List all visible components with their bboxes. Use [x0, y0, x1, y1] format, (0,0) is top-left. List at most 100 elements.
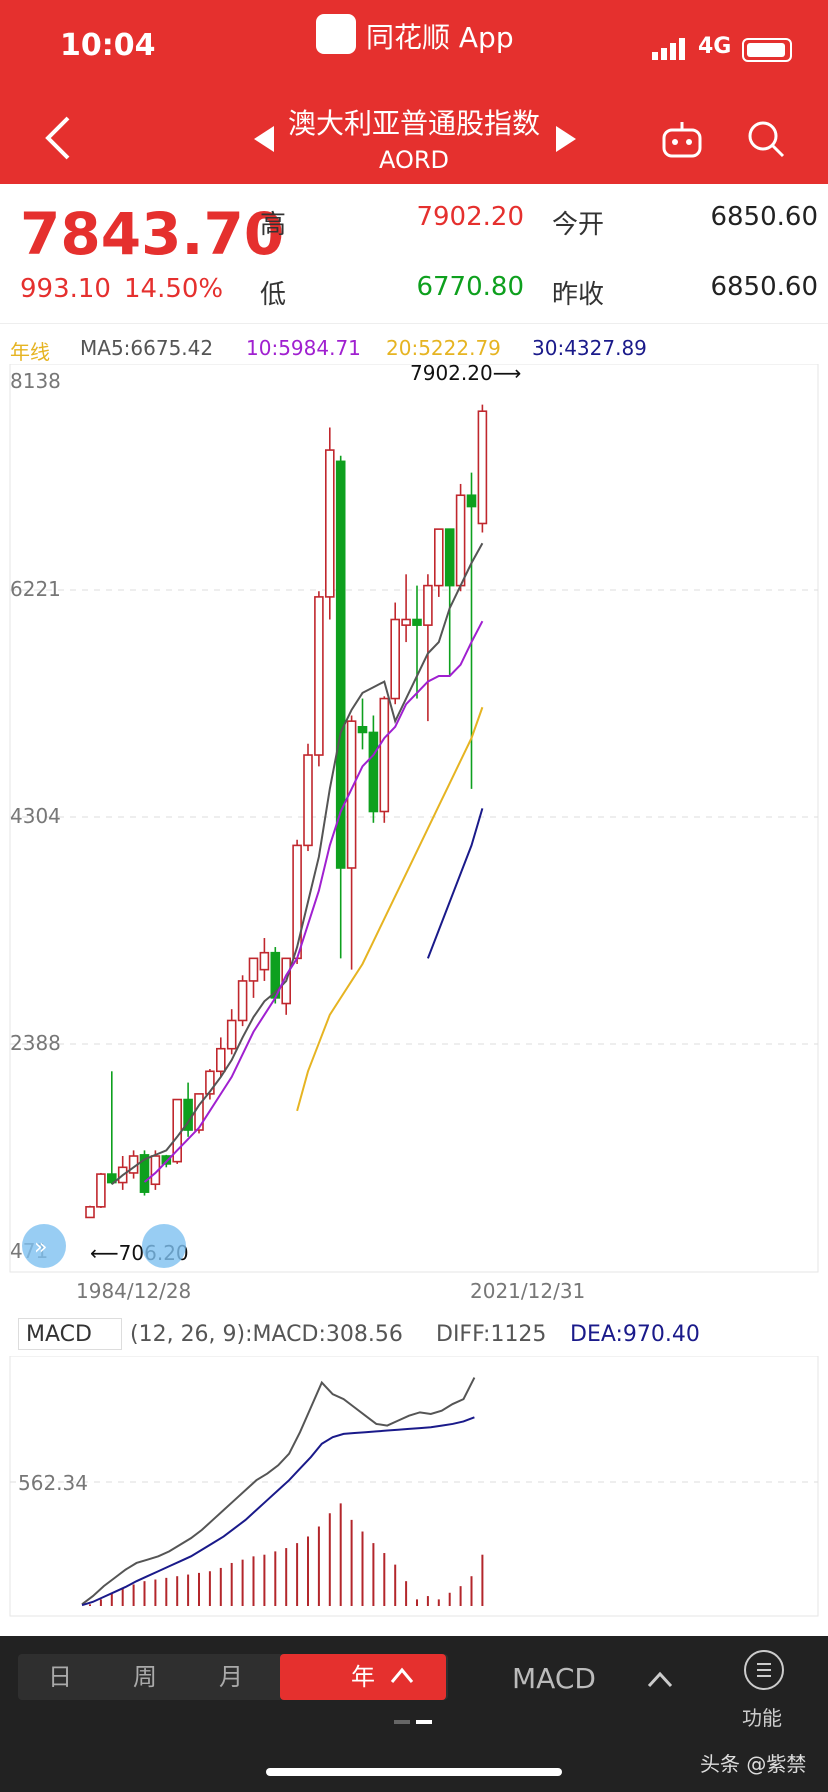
prev-stock-arrow[interactable]	[254, 126, 274, 152]
dea-line	[81, 1416, 475, 1607]
page-indicator	[394, 1720, 432, 1724]
ma20-value: 20:5222.79	[386, 336, 501, 360]
y-tick-4: 2388	[10, 1031, 61, 1055]
macd-params: (12, 26, 9):MACD:308.56	[130, 1322, 403, 1347]
low-value: 6770.80	[416, 272, 524, 302]
fullscreen-button[interactable]	[142, 1224, 186, 1268]
candle-body	[423, 584, 433, 626]
app-icon	[316, 14, 356, 54]
ma30-value: 30:4327.89	[532, 336, 647, 360]
stock-code: AORD	[378, 146, 450, 174]
header-bar: 10:04 同花顺 App 4G 澳大利亚普通股指数 AORD	[0, 0, 828, 184]
signal-icon	[652, 38, 685, 60]
x-tick-end: 2021/12/31	[470, 1279, 585, 1303]
tab-day[interactable]: 日	[48, 1663, 72, 1691]
candle-body	[379, 697, 390, 813]
candle-body	[477, 410, 488, 525]
tab-week[interactable]: 周	[133, 1663, 157, 1691]
candle-body	[248, 957, 259, 982]
x-tick-start: 1984/12/28	[76, 1279, 191, 1303]
bottom-toolbar: 日 周 月 年 MACD 功能 头条 @紫禁	[0, 1636, 828, 1792]
candle-body	[259, 951, 270, 971]
ma5-value: MA5:6675.42	[80, 336, 214, 360]
candle-body	[455, 494, 466, 587]
chevron-up-icon	[390, 1667, 414, 1683]
macd-label[interactable]: MACD	[26, 1322, 92, 1347]
y-tick-3: 4304	[10, 804, 61, 828]
ma20-line	[296, 706, 484, 1112]
high-label: 高	[260, 210, 287, 240]
open-value: 6850.60	[710, 202, 818, 232]
ma-legend: 年线 MA5:6675.42 10:5984.71 20:5222.79 30:…	[0, 330, 828, 364]
ma10-line	[143, 620, 484, 1183]
menu-icon[interactable]	[744, 1650, 784, 1690]
price-change: 993.10	[20, 274, 111, 304]
network-label: 4G	[698, 34, 732, 59]
candle-body	[161, 1155, 172, 1165]
candle-body	[237, 980, 248, 1022]
candle-body	[292, 844, 302, 960]
candle-body	[433, 528, 444, 587]
tab-year[interactable]: 年	[280, 1654, 446, 1700]
candle-body	[107, 1173, 117, 1184]
candle-body	[466, 494, 477, 508]
double-chevron-icon: »	[34, 1235, 47, 1260]
ma10-value: 10:5984.71	[246, 336, 361, 360]
high-value: 7902.20	[416, 202, 524, 232]
status-time: 10:04	[60, 28, 156, 63]
macd-selector[interactable]	[18, 1318, 122, 1350]
quote-panel: 7843.70 993.10 14.50% 高 7902.20 低 6770.8…	[0, 184, 828, 324]
last-price: 7843.70	[20, 200, 285, 268]
candle-body	[390, 618, 401, 700]
candle-body	[314, 596, 324, 756]
candle-body	[205, 1070, 215, 1095]
app-title: 同花顺 App	[366, 21, 514, 54]
open-label: 今开	[552, 210, 605, 240]
function-label[interactable]: 功能	[742, 1706, 782, 1730]
candle-body	[346, 720, 357, 869]
macd-chart[interactable]: 562.34	[0, 1356, 828, 1618]
candle-body	[368, 731, 379, 813]
ma5-line	[111, 542, 484, 1186]
candle-body	[357, 725, 368, 734]
back-button[interactable]	[40, 112, 76, 164]
candle-body	[335, 460, 346, 869]
candle-body	[226, 1019, 237, 1050]
battery-icon	[742, 38, 792, 62]
candle-body	[401, 618, 411, 626]
home-indicator	[266, 1768, 562, 1776]
assistant-robot-icon[interactable]	[660, 120, 704, 160]
macd-diff: DIFF:1125	[436, 1322, 547, 1347]
ma-period-label[interactable]: 年线	[10, 340, 50, 364]
watermark: 头条 @紫禁	[700, 1752, 807, 1776]
candle-body	[216, 1047, 226, 1073]
chevron-up-icon[interactable]	[646, 1666, 674, 1694]
macd-dea: DEA:970.40	[570, 1322, 700, 1347]
indicator-selector[interactable]: MACD	[512, 1662, 596, 1695]
candle-body	[85, 1206, 95, 1219]
candle-body	[444, 528, 455, 587]
low-label: 低	[260, 280, 287, 310]
prev-close-label: 昨收	[552, 280, 605, 310]
prev-close-value: 6850.60	[710, 272, 818, 302]
tab-month[interactable]: 月	[219, 1663, 243, 1691]
macd-level-label: 562.34	[18, 1471, 88, 1495]
candle-body	[412, 618, 422, 626]
max-price-label: 7902.20⟶	[410, 364, 521, 385]
candle-body	[303, 754, 313, 847]
ma30-line	[426, 808, 484, 959]
y-tick-2: 6221	[10, 577, 61, 601]
price-change-pct: 14.50%	[124, 274, 224, 304]
macd-legend: MACD (12, 26, 9):MACD:308.56 DIFF:1125 D…	[18, 1318, 828, 1352]
tab-year-label: 年	[351, 1663, 375, 1691]
next-stock-arrow[interactable]	[556, 126, 576, 152]
search-icon[interactable]	[746, 118, 786, 162]
expand-left-button[interactable]	[22, 1224, 66, 1268]
stock-name: 澳大利亚普通股指数	[287, 107, 540, 140]
candle-body	[96, 1173, 106, 1208]
candle-body	[139, 1154, 150, 1193]
candlestick-chart[interactable]: 8138 6221 4304 2388 471 1984/12/28 2021/…	[0, 364, 828, 1314]
candle-body	[324, 449, 335, 598]
diff-line	[81, 1377, 476, 1606]
y-tick-1: 8138	[10, 369, 61, 393]
